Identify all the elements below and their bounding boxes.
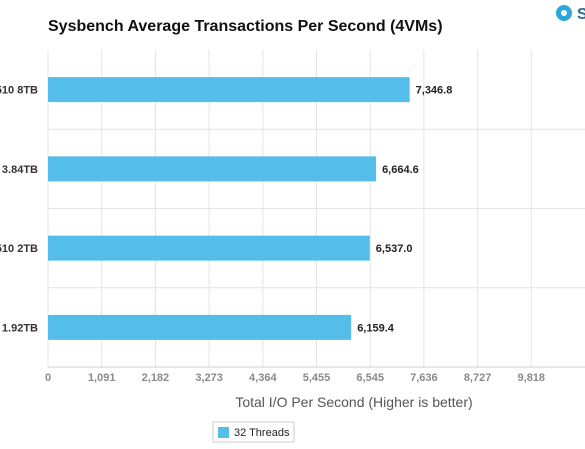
bars-group	[48, 77, 410, 340]
value-label: 6,159.4	[357, 322, 395, 334]
legend-swatch	[218, 427, 229, 438]
bar[interactable]	[48, 314, 352, 340]
brand-logo-icon-center	[561, 10, 567, 16]
legend[interactable]: 32 Threads	[212, 421, 295, 443]
chart-title: Sysbench Average Transactions Per Second…	[48, 18, 443, 35]
value-label: 6,537.0	[376, 243, 413, 255]
x-tick-label: 3,273	[195, 372, 223, 384]
category-label: 1.92TB	[2, 322, 38, 334]
bar[interactable]	[48, 77, 410, 103]
value-label: 7,346.8	[416, 85, 453, 97]
category-label: 510 8TB	[0, 85, 38, 97]
category-labels: 510 8TB 3.84TB 510 2TB 1.92TB	[0, 85, 38, 335]
legend-label: 32 Threads	[234, 427, 290, 439]
x-tick-label: 5,455	[303, 372, 331, 384]
brand-logo-letter: S	[577, 6, 585, 23]
x-tick-label: 6,545	[356, 372, 384, 384]
x-tick-labels: 0 1,091 2,182 3,273 4,364 5,455 6,545 7,636 8,72…	[45, 372, 545, 384]
bar[interactable]	[48, 156, 377, 182]
value-label: 6,664.6	[382, 164, 419, 176]
category-label: 3.84TB	[2, 164, 38, 176]
grid-lines	[47, 50, 585, 368]
x-tick-label: 1,091	[88, 372, 116, 384]
x-tick-label: 7,636	[410, 372, 438, 384]
bar[interactable]	[48, 235, 370, 261]
legend-box	[212, 421, 295, 443]
x-tick-label: 2,182	[142, 372, 170, 384]
x-axis-title: Total I/O Per Second (Higher is better)	[235, 394, 472, 410]
brand-logo: S	[556, 5, 585, 23]
x-tick-label: 4,364	[249, 372, 277, 384]
category-label: 510 2TB	[0, 243, 38, 255]
x-tick-label: 8,727	[464, 372, 492, 384]
value-labels: 7,346.8 6,664.6 6,537.0 6,159.4	[357, 85, 452, 335]
x-tick-label: 9,818	[518, 372, 546, 384]
x-tick-label: 0	[45, 372, 51, 384]
